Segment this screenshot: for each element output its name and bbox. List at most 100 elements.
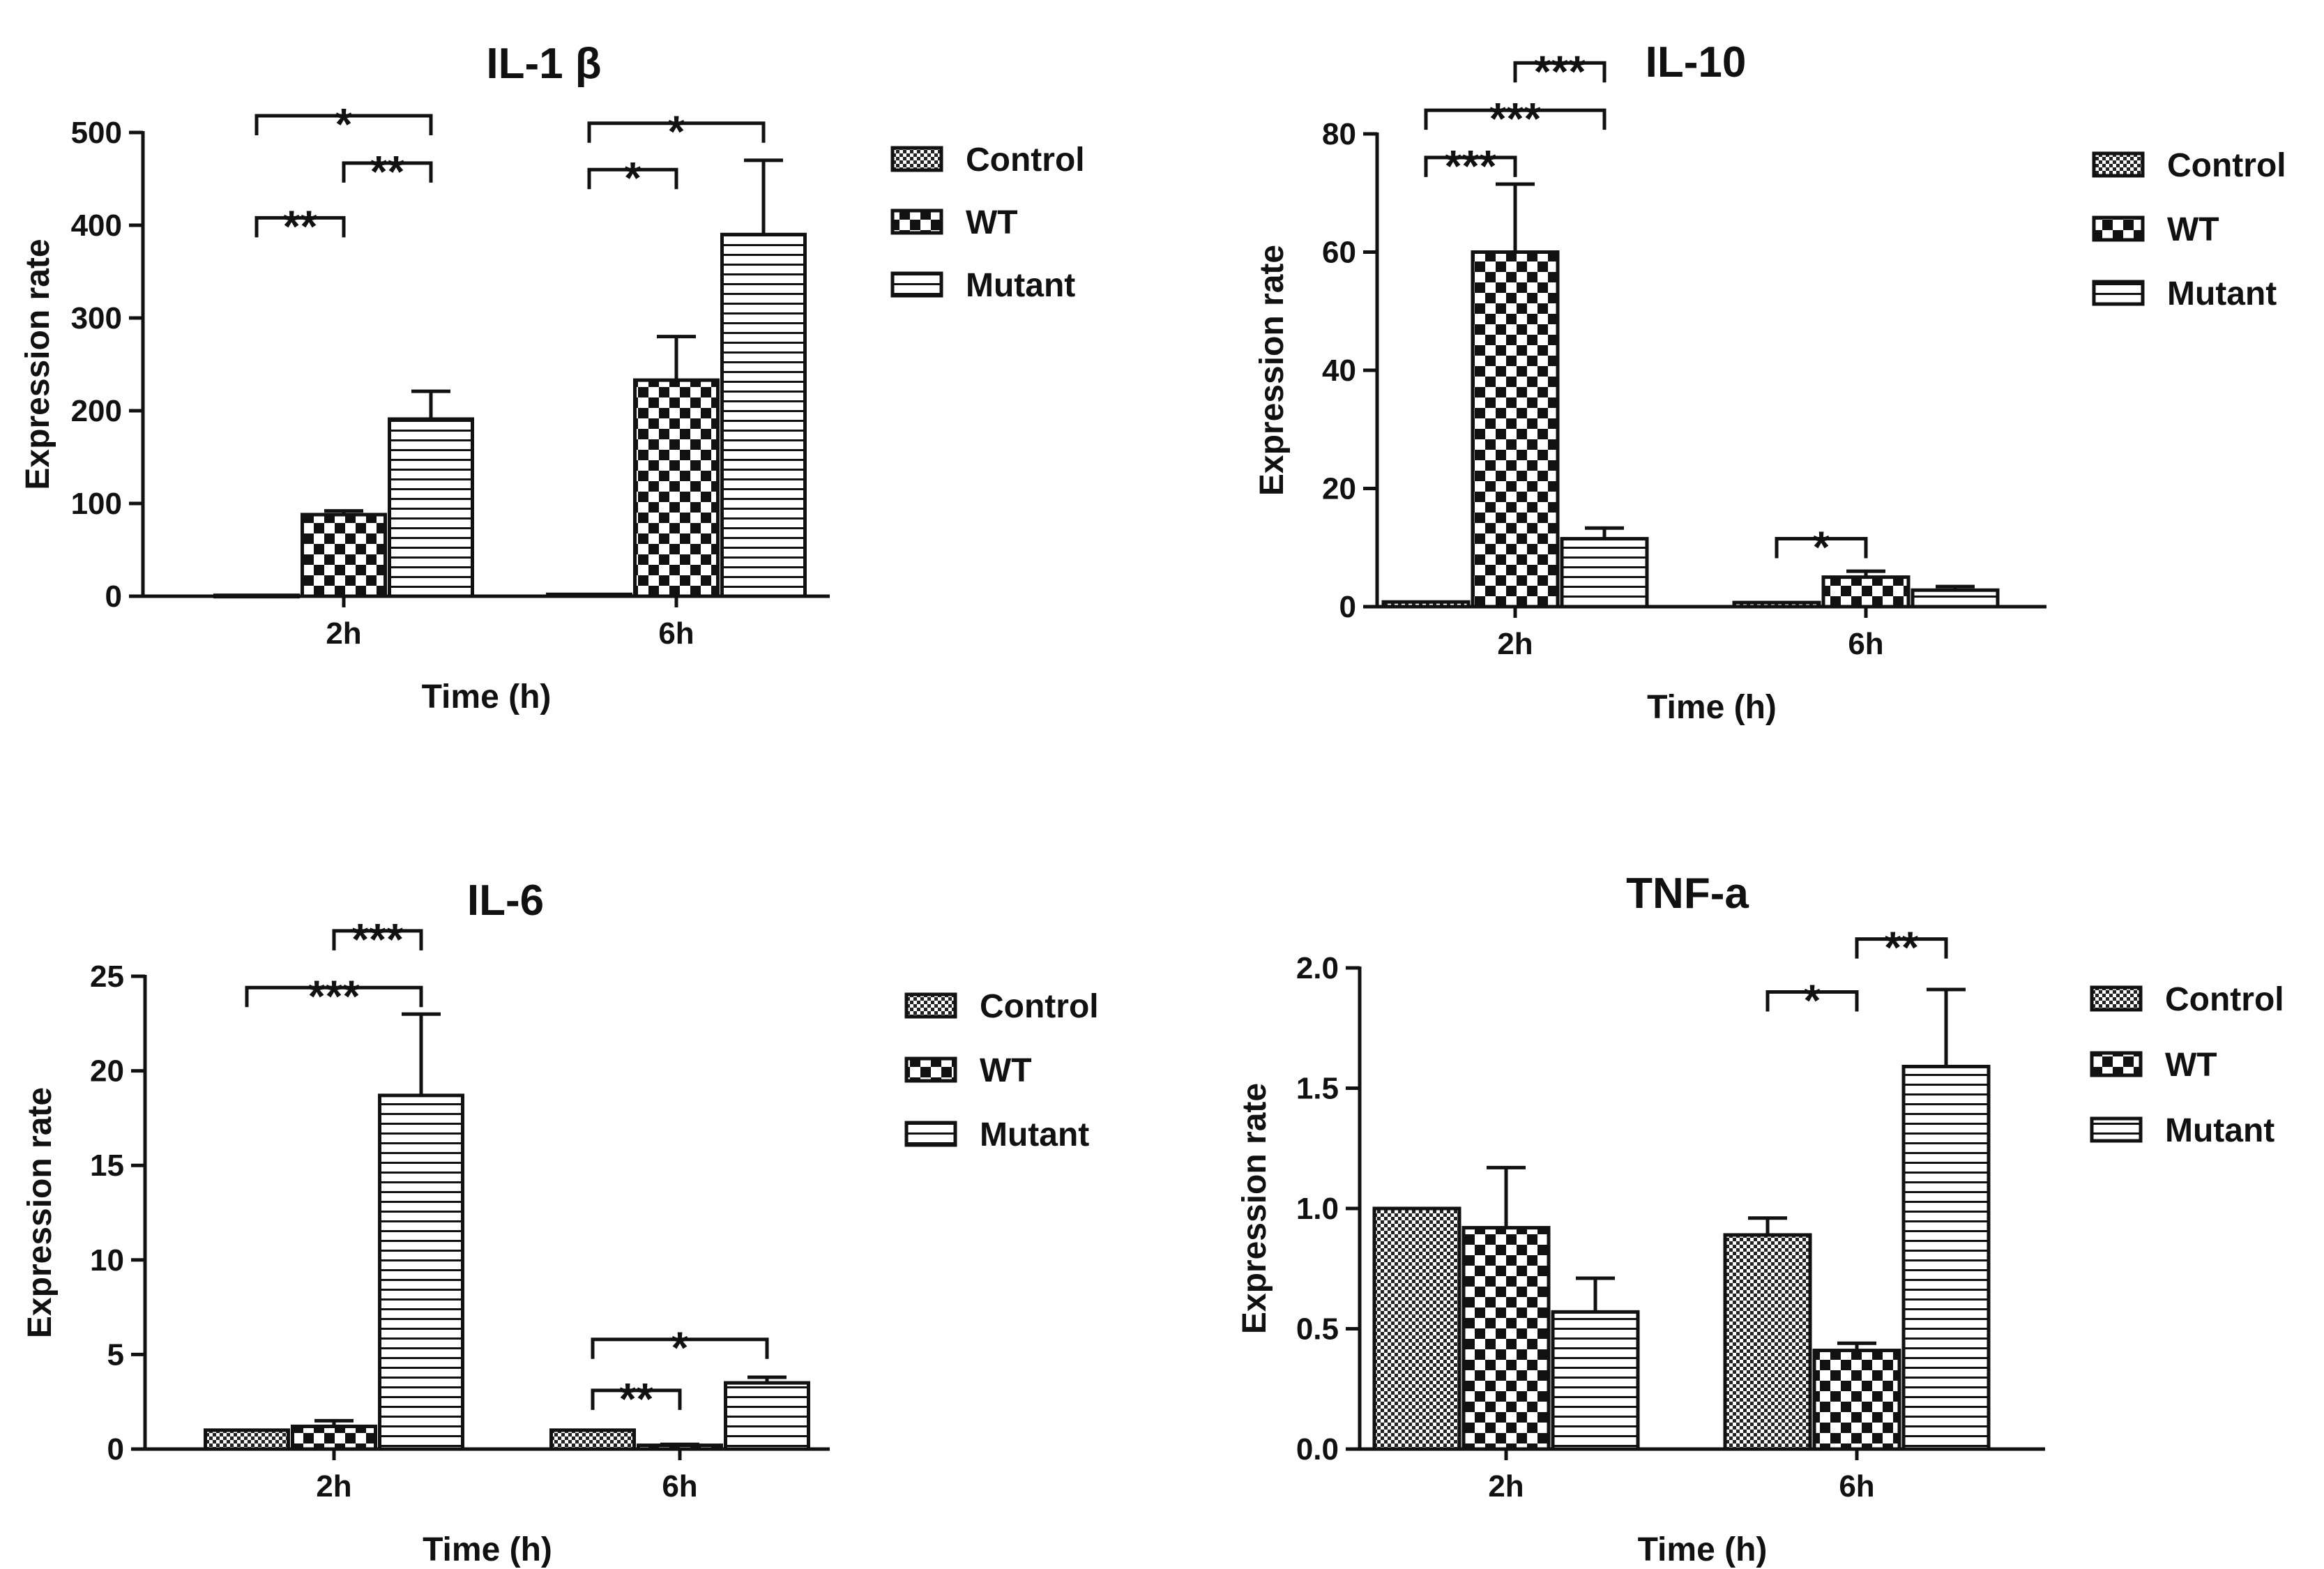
chart-title: IL-6	[467, 877, 544, 925]
significance-bracket	[587, 167, 678, 190]
significance-bracket	[1424, 156, 1517, 177]
chart-il-6: IL-6 0 5 10 15 20 25 Expression rate 2h 6h Time (h…	[22, 877, 1099, 1568]
significance-label: *	[1804, 976, 1821, 1026]
y-tick-label: 0	[107, 1432, 124, 1466]
significance-label: ***	[351, 914, 404, 964]
y-tick-label: 5	[107, 1337, 124, 1372]
bar-mutant-2h	[1560, 537, 1649, 609]
chart-il-10: IL-10 0 20 40 60 80 Expression rate 2h 6h Time (h…	[1254, 38, 2286, 726]
y-tick-label: 100	[71, 487, 122, 521]
y-axis-label: Expression rate	[1236, 1083, 1273, 1334]
bar-control-2h	[1372, 1206, 1461, 1451]
chart-title: IL-1 β	[486, 40, 601, 88]
bar-wt-6h	[1821, 575, 1911, 609]
y-tick-label: 300	[71, 301, 122, 335]
significance-label: *	[624, 153, 641, 203]
significance-bracket	[1513, 61, 1607, 83]
bar-wt-2h	[1461, 1226, 1551, 1451]
significance-bracket	[255, 114, 433, 136]
bar-mutant-2h	[388, 417, 474, 598]
legend-label-wt: WT	[966, 204, 1018, 241]
legend-swatch-control	[2092, 151, 2145, 178]
x-tick-label: 2h	[326, 616, 361, 651]
bar-mutant-6h	[724, 1381, 810, 1451]
significance-label: ***	[1445, 141, 1497, 191]
significance-label: *	[335, 99, 353, 149]
bar-control-2h	[204, 1428, 290, 1451]
y-tick-label: 0	[1339, 590, 1356, 624]
significance-bracket	[245, 985, 423, 1008]
x-tick-label: 6h	[1848, 627, 1883, 661]
bar-wt-2h	[291, 1424, 377, 1451]
legend-label-control: Control	[966, 142, 1085, 179]
significance-bracket	[591, 1388, 682, 1410]
legend-label-mutant: Mutant	[2167, 275, 2277, 312]
legend-swatch-mutant	[904, 1121, 957, 1147]
significance-bracket	[255, 215, 346, 238]
significance-label: ***	[1489, 93, 1542, 144]
legend-swatch-control	[890, 146, 943, 172]
legend-label-control: Control	[2167, 147, 2286, 184]
significance-bracket	[1765, 990, 1859, 1012]
y-tick-label: 0.5	[1296, 1312, 1339, 1347]
y-axis-label: Expression rate	[22, 1087, 59, 1338]
x-tick-label: 2h	[1488, 1469, 1524, 1503]
legend-swatch-wt	[2090, 1051, 2143, 1077]
y-tick-label: 2.0	[1296, 951, 1339, 985]
bar-wt-2h	[301, 513, 387, 598]
x-tick-label: 2h	[1497, 627, 1533, 661]
bar-mutant-6h	[1901, 1064, 1991, 1451]
significance-label: *	[1813, 522, 1830, 573]
bar-mutant-2h	[1551, 1310, 1640, 1451]
x-tick-label: 6h	[1839, 1469, 1874, 1503]
legend-label-mutant: Mutant	[966, 267, 1075, 304]
significance-label: **	[283, 201, 318, 251]
y-tick-label: 0	[105, 579, 122, 614]
significance-label: ***	[1534, 46, 1586, 96]
legend-swatch-wt	[2092, 215, 2145, 242]
significance-label: **	[1884, 923, 1919, 973]
legend-label-control: Control	[2165, 981, 2284, 1018]
bar-control-6h	[1723, 1233, 1812, 1451]
legend-swatch-mutant	[2090, 1116, 2143, 1143]
significance-label: *	[671, 1323, 689, 1373]
legend-swatch-wt	[890, 209, 943, 235]
significance-bracket	[1855, 937, 1948, 959]
bar-wt-6h	[633, 378, 720, 598]
y-tick-label: 1.5	[1296, 1072, 1339, 1106]
y-tick-label: 80	[1322, 117, 1356, 151]
bar-wt-2h	[1471, 250, 1560, 609]
y-tick-label: 20	[1322, 472, 1356, 506]
significance-bracket	[591, 1337, 769, 1359]
significance-label: *	[668, 107, 685, 157]
chart-title: TNF-a	[1626, 870, 1749, 918]
legend-label-wt: WT	[2167, 211, 2219, 248]
significance-label: **	[619, 1374, 654, 1424]
significance-bracket	[342, 161, 433, 183]
legend-swatch-control	[904, 992, 957, 1019]
x-axis-label: Time (h)	[1638, 1531, 1768, 1568]
significance-bracket	[332, 929, 423, 950]
legend-label-wt: WT	[980, 1052, 1032, 1089]
y-tick-label: 40	[1322, 354, 1356, 388]
legend-swatch-mutant	[2092, 280, 2145, 306]
bar-mutant-6h	[1911, 588, 2000, 609]
legend-label-control: Control	[980, 988, 1099, 1025]
y-axis-label: Expression rate	[1254, 245, 1291, 496]
legend-label-mutant: Mutant	[2165, 1112, 2274, 1149]
y-tick-label: 1.0	[1296, 1192, 1339, 1226]
x-tick-label: 2h	[316, 1469, 351, 1503]
y-tick-label: 200	[71, 394, 122, 428]
legend-swatch-wt	[904, 1056, 957, 1083]
y-tick-label: 15	[90, 1149, 124, 1183]
y-tick-label: 25	[90, 960, 124, 994]
significance-bracket	[1775, 537, 1868, 559]
y-tick-label: 60	[1322, 236, 1356, 270]
legend-label-wt: WT	[2165, 1047, 2217, 1084]
legend-label-mutant: Mutant	[980, 1116, 1089, 1153]
significance-label: ***	[308, 971, 360, 1021]
x-tick-label: 6h	[658, 616, 694, 651]
significance-label: **	[370, 146, 405, 197]
x-axis-label: Time (h)	[422, 679, 552, 715]
